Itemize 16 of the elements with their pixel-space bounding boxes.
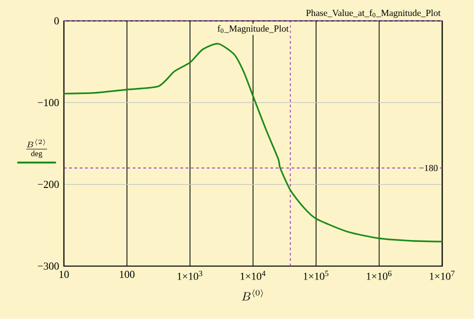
y-tick-label: −100 <box>38 99 59 106</box>
y-axis-title: $\frac{B^{\langle 2\rangle}}{\mathrm{deg}}$ <box>26 139 48 158</box>
x-tick-label: 100 <box>120 270 134 278</box>
y-tick-label: 0 <box>54 17 59 25</box>
x-tick-label: 1×10$^{5}$ <box>304 270 328 280</box>
x-tick-label: 1×10$^{4}$ <box>240 270 266 280</box>
ref-line-label: −180 <box>419 165 438 172</box>
ref-line-label: f$_{0}$_Magnitude_Plot <box>218 25 289 34</box>
y-tick-label: −200 <box>38 180 59 188</box>
ref-line-label: Phase_Value_at_f$_{0}$_Magnitude_Plot <box>306 10 441 18</box>
x-tick-label: 1×10$^{7}$ <box>430 270 455 280</box>
x-tick-label: 1×10$^{6}$ <box>366 270 392 280</box>
x-axis-title: $B^{\langle 0\rangle}$ <box>242 289 263 300</box>
x-tick-label: 1×10$^{3}$ <box>178 270 202 280</box>
x-tick-label: 10 <box>60 270 69 278</box>
y-tick-label: −300 <box>38 262 59 270</box>
